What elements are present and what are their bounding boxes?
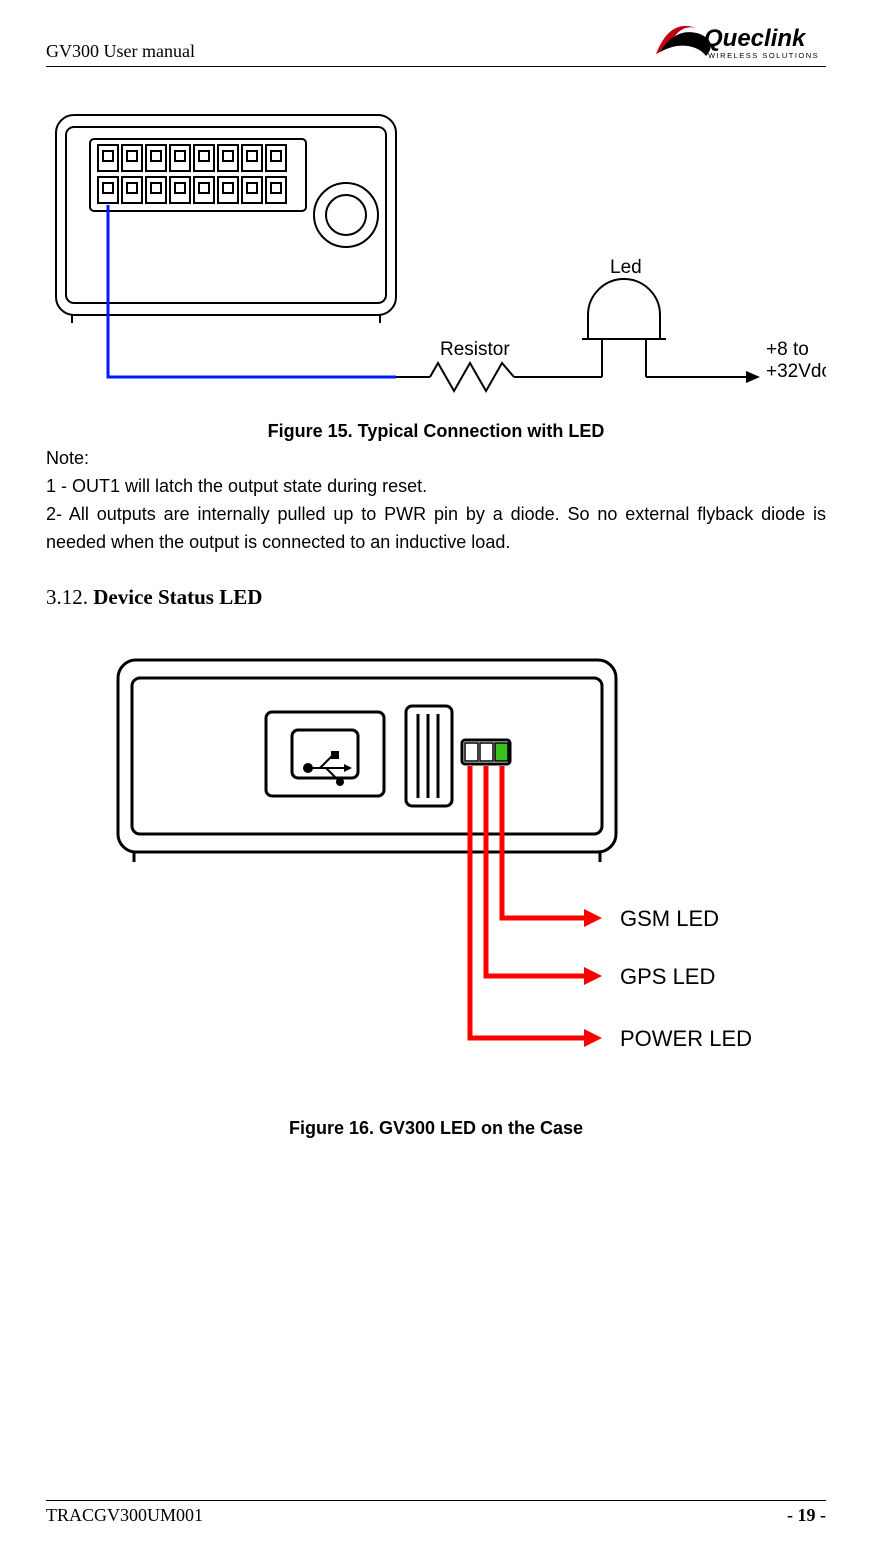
footer-left: TRACGV300UM001 bbox=[46, 1505, 203, 1526]
section-title: Device Status LED bbox=[93, 585, 262, 609]
page: GV300 User manual Queclink WIRELESS SOLU… bbox=[0, 0, 872, 1556]
logo-brand-text: Queclink bbox=[704, 25, 807, 52]
page-header: GV300 User manual Queclink WIRELESS SOLU… bbox=[46, 0, 826, 67]
page-content: Resistor Led +8 to +32Vdc Figure 15. bbox=[0, 67, 872, 1139]
voltage-label-l1: +8 to bbox=[766, 339, 809, 360]
figure-15-caption: Figure 15. Typical Connection with LED bbox=[46, 421, 826, 442]
header-title: GV300 User manual bbox=[46, 41, 195, 62]
resistor-label: Resistor bbox=[440, 339, 510, 360]
note-label: Note: bbox=[46, 448, 826, 469]
note-line-1: 1 - OUT1 will latch the output state dur… bbox=[46, 473, 826, 501]
figure-16-diagram: GSM LED GPS LED POWER LED bbox=[46, 634, 826, 1104]
gsm-led-label: GSM LED bbox=[620, 906, 719, 931]
led-label: Led bbox=[610, 257, 642, 278]
footer-page-number: - 19 - bbox=[787, 1505, 826, 1526]
gps-led-label: GPS LED bbox=[620, 964, 715, 989]
page-footer: TRACGV300UM001 - 19 - bbox=[46, 1500, 826, 1526]
note-line-2: 2- All outputs are internally pulled up … bbox=[46, 501, 826, 557]
svg-text:+8 to +32Vdc: +8 to +32Vdc bbox=[766, 339, 826, 382]
section-heading: 3.12. Device Status LED bbox=[46, 585, 826, 610]
figure-16-caption: Figure 16. GV300 LED on the Case bbox=[46, 1118, 826, 1139]
section-number: 3.12. bbox=[46, 585, 88, 609]
power-led-label: POWER LED bbox=[620, 1026, 752, 1051]
figure-15-diagram: Resistor Led +8 to +32Vdc bbox=[46, 87, 826, 407]
voltage-label-l2: +32Vdc bbox=[766, 361, 826, 382]
logo-tagline-text: WIRELESS SOLUTIONS bbox=[708, 51, 819, 60]
company-logo: Queclink WIRELESS SOLUTIONS bbox=[646, 12, 826, 62]
